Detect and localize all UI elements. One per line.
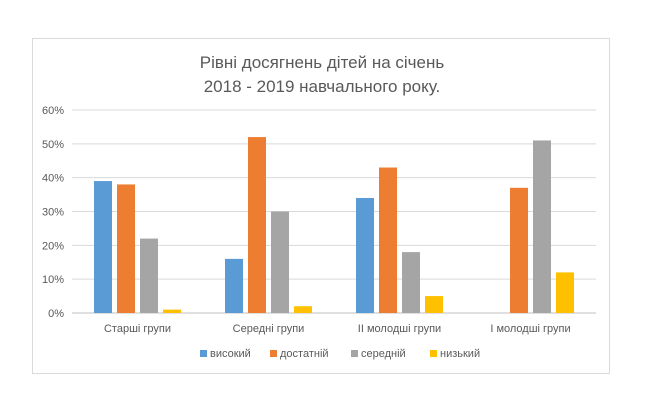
x-tick-label: І молодші групи [490,323,570,335]
bar-середній [271,211,289,313]
x-tick-label: ІІ молодші групи [358,323,441,335]
x-tick-label: Середні групи [233,323,305,335]
chart-title-line-2: 2018 - 2019 навчального року. [204,77,441,96]
y-tick-label: 40% [42,173,64,185]
legend-label: високий [210,348,251,360]
y-tick-label: 50% [42,139,64,151]
bar-високий [94,181,112,313]
bar-високий [225,258,243,313]
y-tick-label: 10% [42,274,64,286]
x-tick-label: Старші групи [104,323,171,335]
y-tick-label: 30% [42,207,64,219]
bar-середній [140,238,158,313]
bar-достатній [510,187,528,313]
y-tick-label: 60% [42,105,64,117]
bar-високий [356,197,374,313]
legend-label: достатній [280,348,329,360]
bar-низький [294,306,312,313]
bar-середній [533,140,551,313]
legend-swatch [270,350,277,357]
bar-низький [163,309,181,313]
y-tick-label: 20% [42,240,64,252]
bar-достатній [248,137,266,313]
chart-title-line-1: Рівні досягнень дітей на січень [200,53,445,72]
legend-swatch [200,350,207,357]
bar-достатній [379,167,397,313]
legend-label: низький [440,348,480,360]
y-tick-label: 0% [48,308,64,320]
legend-swatch [351,350,358,357]
legend-label: середній [361,348,406,360]
bar-низький [556,272,574,313]
bar-середній [402,252,420,313]
bar-низький [425,296,443,313]
bar-достатній [117,184,135,313]
legend-swatch [430,350,437,357]
